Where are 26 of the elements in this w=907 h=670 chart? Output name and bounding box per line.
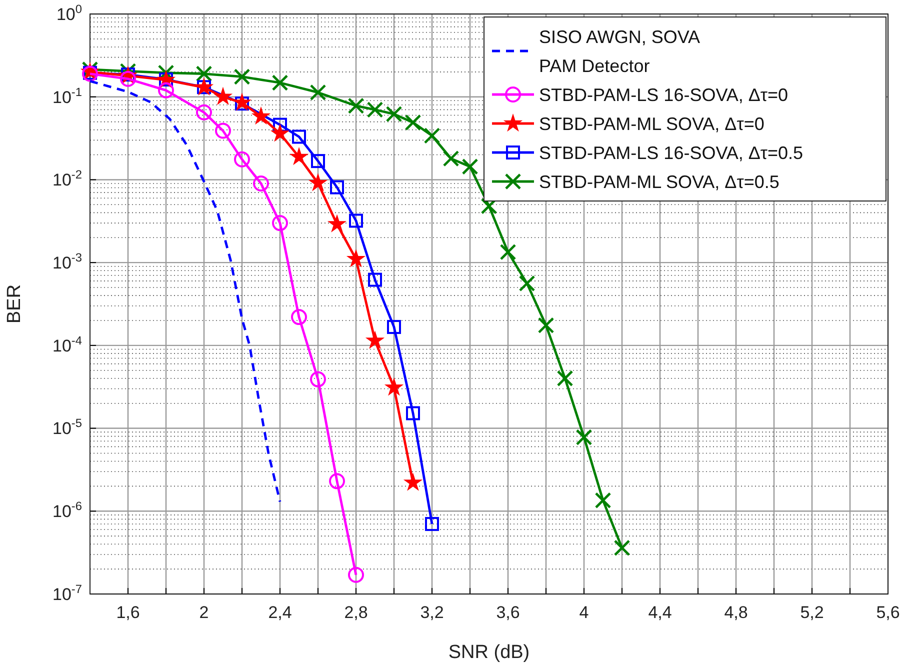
- y-tick-label: 10$^{-6}$: [52, 499, 82, 522]
- y-tick-label: 10$^{0}$: [56, 2, 82, 24]
- y-tick-label: 10$^{-4}$: [52, 333, 82, 356]
- x-tick-label: 1,6: [116, 603, 140, 622]
- x-tick-label: 2: [199, 603, 209, 622]
- x-tick-label: 3,6: [496, 603, 520, 622]
- x-tick-label: 2,8: [344, 603, 368, 622]
- x-tick-label: 3,2: [420, 603, 444, 622]
- x-tick-label: 5,2: [800, 603, 824, 622]
- y-tick-label: 10$^{-3}$: [52, 250, 82, 273]
- x-tick-label: 5,6: [876, 603, 900, 622]
- x-tick-label: 4: [579, 603, 589, 622]
- legend-label: SISO AWGN, SOVA PAM Detector: [539, 26, 700, 76]
- x-tick-label: 4,4: [648, 603, 672, 622]
- y-axis-title: BER: [4, 284, 25, 324]
- legend-label: STBD-PAM-ML SOVA, Δτ=0: [539, 114, 764, 134]
- y-tick-label: 10$^{-2}$: [52, 168, 82, 190]
- y-tick-label: 10$^{-7}$: [52, 582, 82, 604]
- x-tick-label: 4,8: [724, 603, 748, 622]
- x-axis-title: SNR (dB): [448, 642, 530, 663]
- legend-label: STBD-PAM-LS 16-SOVA, Δτ=0.5: [539, 142, 804, 163]
- x-tick-label: 2,4: [268, 603, 292, 622]
- legend-label: STBD-PAM-LS 16-SOVA, Δτ=0: [539, 84, 788, 105]
- legend-label: STBD-PAM-ML SOVA, Δτ=0.5: [539, 172, 780, 192]
- y-tick-label: 10$^{-1}$: [52, 84, 82, 107]
- y-tick-label: 10$^{-5}$: [52, 416, 82, 438]
